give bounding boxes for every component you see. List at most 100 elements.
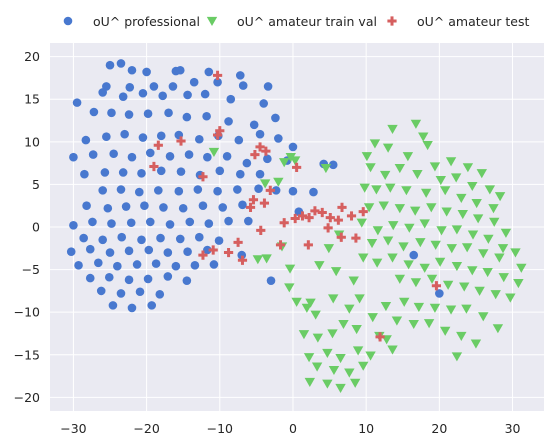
data-point <box>278 158 290 168</box>
data-point <box>483 234 494 244</box>
data-point <box>208 245 218 255</box>
data-point <box>233 185 242 194</box>
legend-item: oU^ professional <box>63 14 200 29</box>
data-point <box>367 313 378 323</box>
data-point <box>204 219 214 228</box>
legend-item: oU^ amateur test <box>387 14 529 29</box>
data-point <box>498 273 509 283</box>
data-point <box>337 202 347 213</box>
data-point <box>304 377 316 387</box>
data-point <box>322 379 333 389</box>
y-tick-label: −20 <box>14 390 40 405</box>
legend-label: oU^ amateur train val <box>237 14 377 29</box>
data-point <box>174 186 184 196</box>
data-point <box>431 281 442 291</box>
data-point <box>126 218 136 228</box>
data-point <box>478 249 489 259</box>
data-point <box>328 160 338 170</box>
data-point <box>263 82 273 91</box>
data-point <box>138 133 148 142</box>
data-point <box>471 198 482 209</box>
data-point <box>96 286 106 296</box>
data-point <box>445 305 457 315</box>
data-point <box>88 150 98 159</box>
data-point <box>274 134 283 143</box>
data-point <box>348 276 359 286</box>
data-point <box>194 134 204 144</box>
data-point <box>271 113 280 123</box>
data-point <box>323 223 333 233</box>
data-point <box>163 248 173 257</box>
data-point <box>145 217 155 227</box>
data-point <box>116 289 126 298</box>
data-point <box>288 142 298 152</box>
data-point <box>218 203 228 212</box>
data-point <box>372 226 384 236</box>
data-point <box>291 297 302 307</box>
data-point <box>290 213 300 224</box>
data-point <box>358 361 369 371</box>
data-point <box>352 346 364 356</box>
data-point <box>461 243 473 253</box>
data-point <box>109 149 118 159</box>
data-point <box>105 60 115 70</box>
data-point <box>263 154 272 164</box>
data-point <box>418 132 429 142</box>
data-point <box>120 129 129 139</box>
data-point <box>338 319 349 330</box>
data-point <box>242 158 252 168</box>
data-point <box>235 71 245 80</box>
data-point <box>297 211 308 221</box>
data-point <box>382 236 394 246</box>
data-point <box>484 185 496 195</box>
data-point <box>317 207 327 218</box>
data-point <box>222 151 232 161</box>
x-tick-label: 30 <box>505 421 521 436</box>
data-point <box>245 202 256 213</box>
x-tick-label: 0 <box>289 421 297 436</box>
data-point <box>184 150 194 159</box>
data-point <box>159 203 168 212</box>
data-point <box>409 250 419 260</box>
data-point <box>190 261 200 270</box>
data-point <box>325 213 335 223</box>
data-point <box>223 247 234 258</box>
data-point <box>371 258 383 268</box>
data-point <box>132 260 142 269</box>
data-point <box>259 179 271 189</box>
x-tick-label: −10 <box>207 421 233 436</box>
data-point <box>304 213 314 223</box>
data-point <box>116 185 126 194</box>
data-point <box>492 324 504 334</box>
data-point <box>85 273 95 283</box>
data-point <box>134 187 144 197</box>
data-point <box>69 220 78 230</box>
data-point <box>402 152 414 162</box>
data-point <box>214 236 224 245</box>
y-tick-label: −15 <box>14 347 40 362</box>
data-point <box>378 201 389 211</box>
data-point <box>182 276 192 285</box>
data-point <box>450 173 462 183</box>
data-point <box>79 233 88 243</box>
data-point <box>380 302 392 312</box>
data-point <box>203 152 212 162</box>
data-point <box>149 161 159 172</box>
data-point <box>394 274 406 284</box>
data-point <box>176 167 186 176</box>
data-point <box>66 247 76 257</box>
data-point <box>489 217 500 227</box>
data-point <box>175 234 185 244</box>
data-point <box>451 352 463 362</box>
data-point <box>363 203 375 213</box>
data-point <box>182 112 192 122</box>
data-point <box>176 136 186 146</box>
data-point <box>333 215 343 225</box>
data-point <box>124 275 134 285</box>
data-point <box>510 248 521 258</box>
data-point <box>371 185 382 195</box>
data-point <box>249 120 259 130</box>
data-point <box>81 135 91 145</box>
data-point <box>387 345 398 355</box>
data-point <box>462 163 474 173</box>
